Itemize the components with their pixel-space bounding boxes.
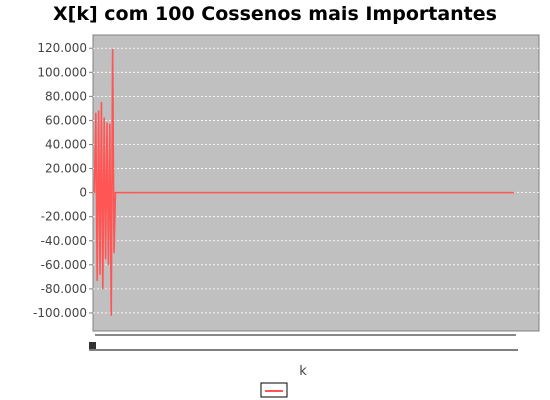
y-tick-label: -40.000 (41, 234, 87, 248)
data-point (512, 192, 515, 194)
data-point (103, 117, 105, 119)
series-layer (93, 48, 515, 316)
y-tick-label: 20.000 (45, 162, 87, 176)
x-axis-title: k (299, 364, 307, 379)
y-tick-label: 80.000 (45, 89, 87, 103)
data-point (96, 279, 98, 282)
data-point (99, 273, 101, 276)
y-tick-label: 100.000 (37, 65, 87, 79)
y-tick-label: 40.000 (45, 137, 87, 151)
y-tick-label: -20.000 (41, 210, 87, 224)
data-point (110, 314, 112, 316)
data-point (95, 112, 97, 114)
data-point (113, 252, 115, 254)
data-point (100, 101, 103, 103)
y-tick-label: -80.000 (41, 282, 87, 296)
data-point (98, 110, 100, 112)
data-point (105, 258, 107, 260)
y-tick-label: 120.000 (37, 41, 87, 55)
y-tick-label: -100.000 (33, 306, 87, 320)
data-point (102, 288, 104, 290)
x-tick-label-block (89, 342, 96, 349)
data-point (93, 192, 96, 194)
plot-area (92, 34, 540, 332)
data-point (114, 192, 117, 194)
data-point (112, 48, 114, 51)
chart-title: X[k] com 100 Cossenos mais Importantes (53, 3, 497, 25)
data-point (107, 264, 110, 266)
y-tick-label: 60.000 (45, 113, 87, 127)
y-axis-ticks: -100.000 -80.000 -60.000 -40.000 -20.000 0 20.… (33, 41, 93, 320)
series-line (93, 49, 514, 316)
data-point (116, 192, 118, 194)
data-point (106, 122, 108, 124)
data-point (109, 123, 111, 125)
y-tick-label: -60.000 (41, 258, 87, 272)
y-tick-label: 0 (79, 186, 87, 200)
legend (260, 382, 288, 398)
